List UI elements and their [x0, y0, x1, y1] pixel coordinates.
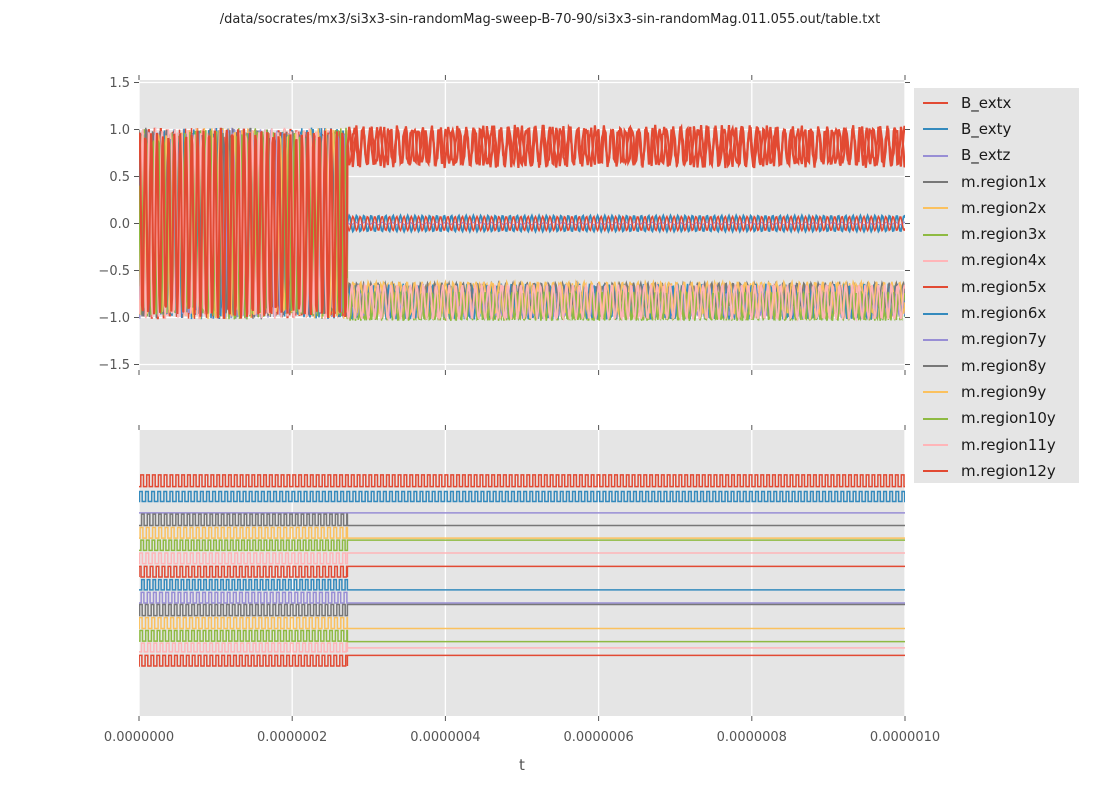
- x-tick-label: 0.0000000: [104, 730, 174, 745]
- y-tick-label: 1.5: [109, 76, 130, 91]
- y-tick-label: 1.0: [109, 123, 130, 138]
- legend-label: B_extx: [961, 93, 1012, 112]
- y-tick-label: 0.0: [109, 217, 130, 232]
- legend-label: m.region8y: [961, 356, 1047, 375]
- legend-entry-m.region11y: m.region11y: [914, 432, 1079, 458]
- legend-label: m.region9y: [961, 382, 1047, 401]
- square-trace-B_extx: [139, 474, 905, 488]
- x-tick-label: 0.0000002: [257, 730, 327, 745]
- legend-label: m.region2x: [961, 198, 1047, 217]
- square-trace-m.region2x: [139, 526, 905, 539]
- square-trace-m.region6x: [139, 578, 905, 591]
- legend-sample-line: [923, 102, 948, 105]
- legend-label: m.region11y: [961, 435, 1056, 454]
- legend-entry-m.region6x: m.region6x: [914, 300, 1079, 326]
- square-trace-m.region8y: [139, 603, 905, 617]
- legend-label: m.region6x: [961, 304, 1047, 323]
- legend-label: B_extz: [961, 146, 1011, 165]
- legend-sample-line: [923, 338, 948, 341]
- square-trace-m.region7y: [139, 591, 905, 604]
- x-tick-label: 0.0000006: [563, 730, 633, 745]
- legend-label: m.region12y: [961, 461, 1056, 480]
- legend-label: m.region5x: [961, 277, 1047, 296]
- legend-sample-line: [923, 259, 948, 262]
- legend-label: B_exty: [961, 119, 1012, 138]
- legend-entry-m.region7y: m.region7y: [914, 327, 1079, 353]
- legend-label: m.region10y: [961, 409, 1056, 428]
- legend-entry-m.region3x: m.region3x: [914, 221, 1079, 247]
- legend-sample-line: [923, 128, 948, 131]
- series-m.region12y: [139, 124, 905, 319]
- legend-entry-B_extz: B_extz: [914, 143, 1079, 169]
- square-trace-m.region1x: [139, 513, 905, 527]
- legend-entry-m.region2x: m.region2x: [914, 195, 1079, 221]
- legend-entry-m.region10y: m.region10y: [914, 406, 1079, 432]
- legend-sample-line: [923, 391, 948, 394]
- square-trace-B_exty: [139, 490, 905, 503]
- legend-label: m.region4x: [961, 251, 1047, 270]
- square-trace-m.region9y: [139, 616, 905, 630]
- legend-entry-m.region4x: m.region4x: [914, 248, 1079, 274]
- legend-sample-line: [923, 312, 948, 315]
- tick-labels: 0.0000000 0.0000002 0.0000004 0.0000006 0.00…: [98, 76, 940, 745]
- square-trace-m.region11y: [139, 642, 905, 653]
- square-trace-m.region5x: [139, 565, 905, 578]
- legend-entry-m.region8y: m.region8y: [914, 353, 1079, 379]
- x-tick-label: 0.0000004: [410, 730, 480, 745]
- legend-sample-line: [923, 181, 948, 184]
- legend-sample-line: [923, 286, 948, 289]
- square-trace-m.region4x: [139, 552, 905, 565]
- bottom-plot-series: [139, 474, 905, 667]
- legend-sample-line: [923, 470, 948, 473]
- legend-label: m.region7y: [961, 330, 1047, 349]
- x-axis-label: t: [519, 756, 525, 774]
- y-tick-label: 0.5: [109, 170, 130, 185]
- tick-marks: [134, 75, 910, 721]
- legend-sample-line: [923, 207, 948, 210]
- legend: B_extx B_exty B_extz m.region1x m.region2x m.…: [914, 88, 1079, 483]
- legend-entry-B_extx: B_extx: [914, 90, 1079, 116]
- x-tick-label: 0.0000010: [870, 730, 940, 745]
- legend-entry-m.region5x: m.region5x: [914, 274, 1079, 300]
- x-tick-label: 0.0000008: [717, 730, 787, 745]
- square-trace-m.region10y: [139, 629, 905, 643]
- legend-sample-line: [923, 444, 948, 446]
- legend-label: m.region1x: [961, 172, 1047, 191]
- top-plot-series: [139, 123, 905, 322]
- legend-entry-B_exty: B_exty: [914, 116, 1079, 142]
- legend-sample-line: [923, 365, 948, 368]
- legend-label: m.region3x: [961, 225, 1047, 244]
- legend-entry-m.region9y: m.region9y: [914, 379, 1079, 405]
- square-trace-m.region3x: [139, 539, 905, 552]
- y-tick-label: −0.5: [98, 264, 130, 279]
- y-tick-label: −1.5: [98, 358, 130, 373]
- legend-sample-line: [923, 417, 948, 420]
- figure-title: /data/socrates/mx3/si3x3-sin-randomMag-s…: [219, 12, 881, 27]
- y-tick-label: −1.0: [98, 311, 130, 326]
- square-trace-m.region12y: [139, 654, 905, 667]
- legend-entry-m.region12y: m.region12y: [914, 458, 1079, 484]
- legend-entry-m.region1x: m.region1x: [914, 169, 1079, 195]
- legend-sample-line: [923, 233, 948, 236]
- legend-sample-line: [923, 154, 948, 157]
